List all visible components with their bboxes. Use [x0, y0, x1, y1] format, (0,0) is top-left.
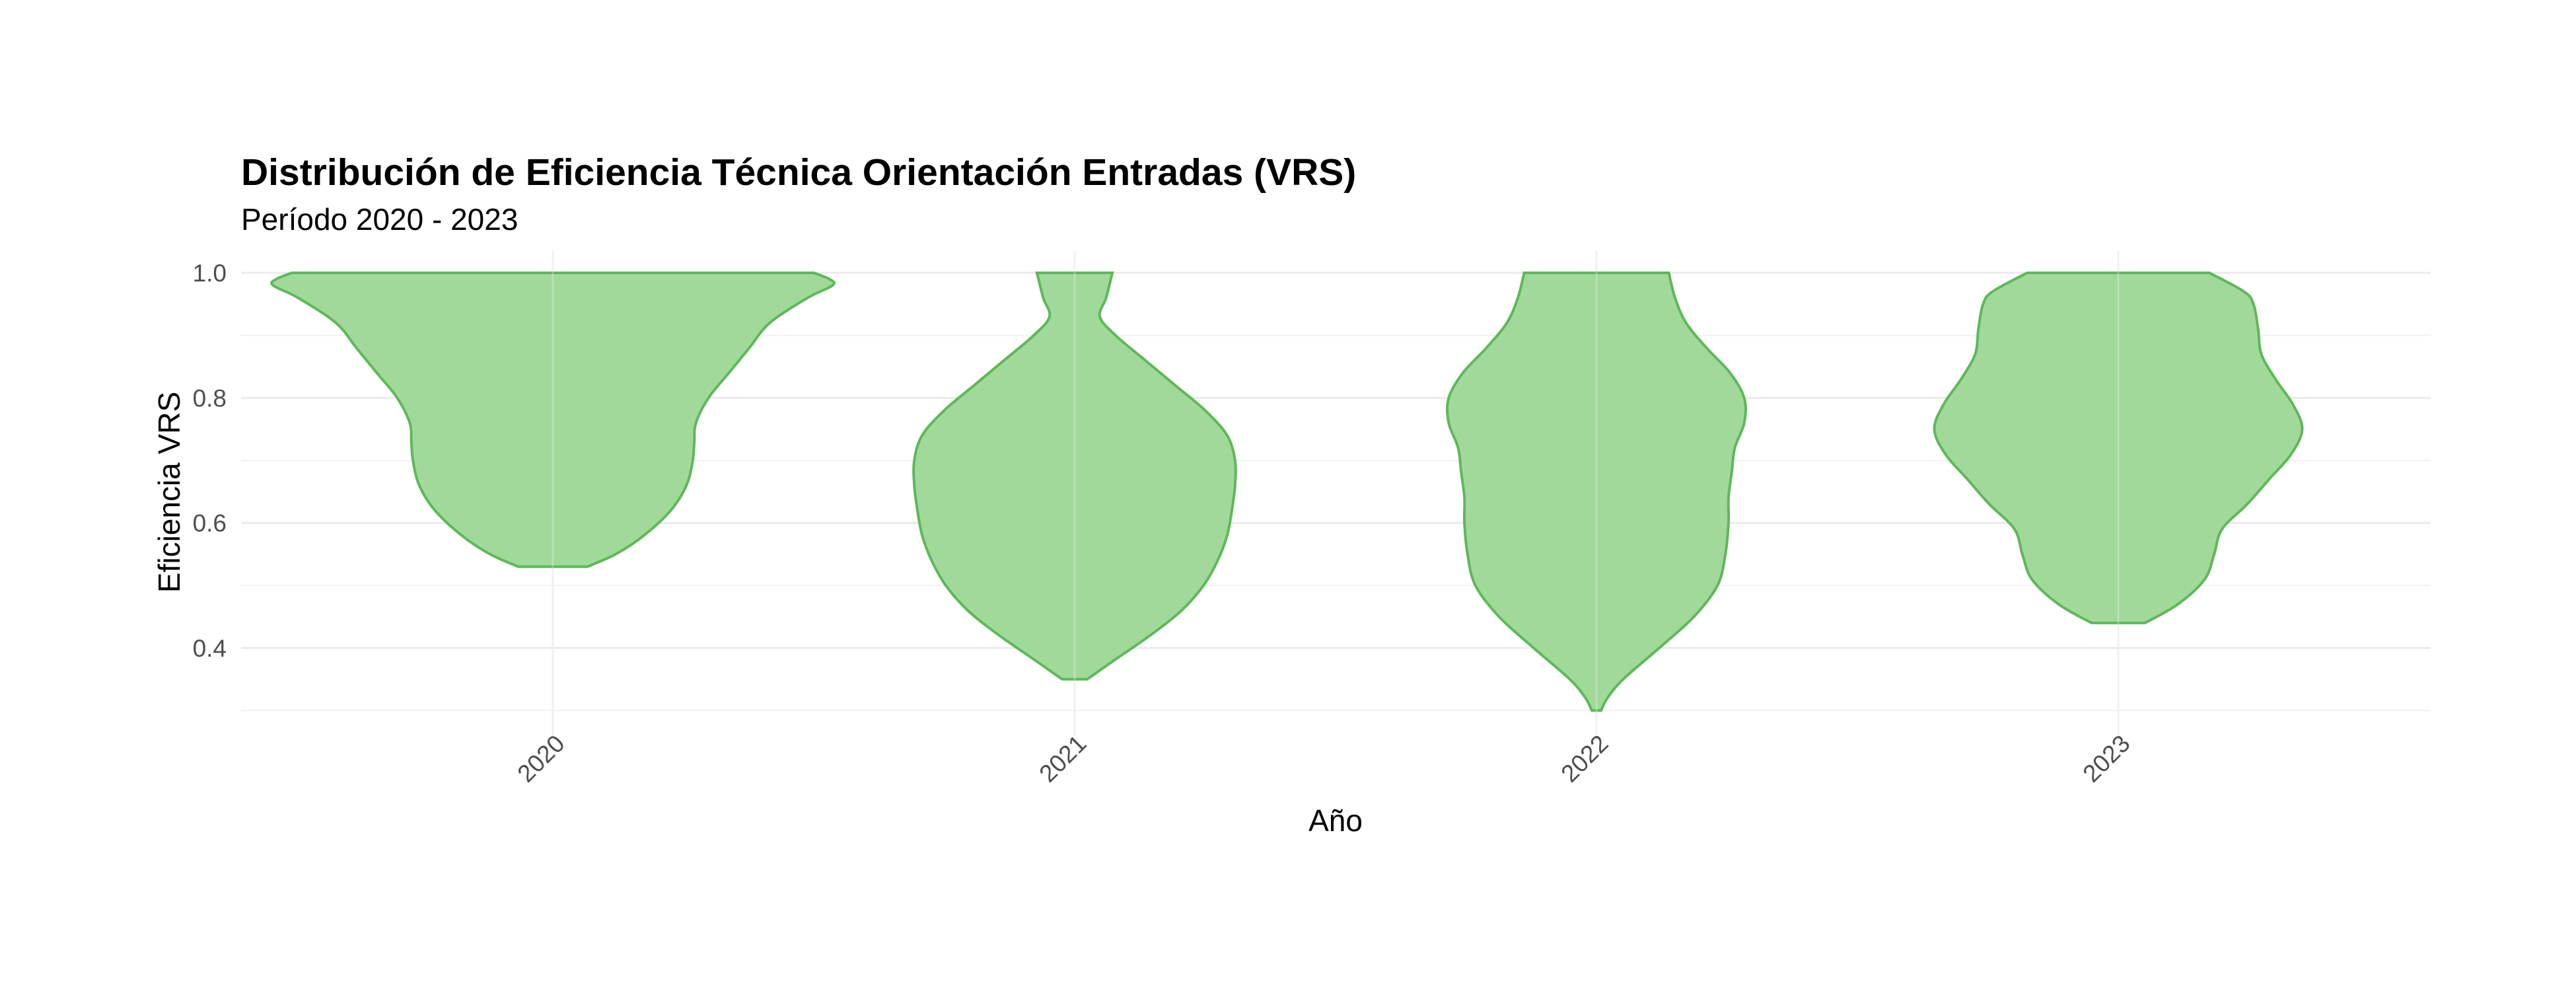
x-tick-label: 2020	[512, 730, 569, 788]
chart-title: Distribución de Eficiencia Técnica Orien…	[241, 151, 1356, 194]
violin-2022	[1446, 272, 1747, 712]
y-axis-ticks: 0.4 0.6 0.8 1.0	[193, 260, 227, 662]
violin-2023	[1933, 272, 2304, 624]
violin-2020	[270, 272, 836, 568]
y-tick-label: 0.8	[193, 385, 227, 412]
x-axis-ticks: 2020 2021 2022 2023	[512, 730, 2135, 788]
x-tick-label: 2021	[1034, 730, 1091, 788]
y-tick-label: 0.6	[193, 510, 227, 537]
y-tick-label: 1.0	[193, 260, 227, 287]
y-tick-label: 0.4	[193, 635, 227, 662]
y-axis-title: Eficiencia VRS	[152, 392, 186, 593]
violins	[270, 250, 2304, 736]
x-tick-label: 2023	[2077, 730, 2135, 788]
violin-2021	[912, 272, 1237, 681]
chart-subtitle: Período 2020 - 2023	[241, 202, 518, 237]
x-axis-title: Año	[1308, 803, 1363, 838]
x-tick-label: 2022	[1556, 730, 1613, 788]
